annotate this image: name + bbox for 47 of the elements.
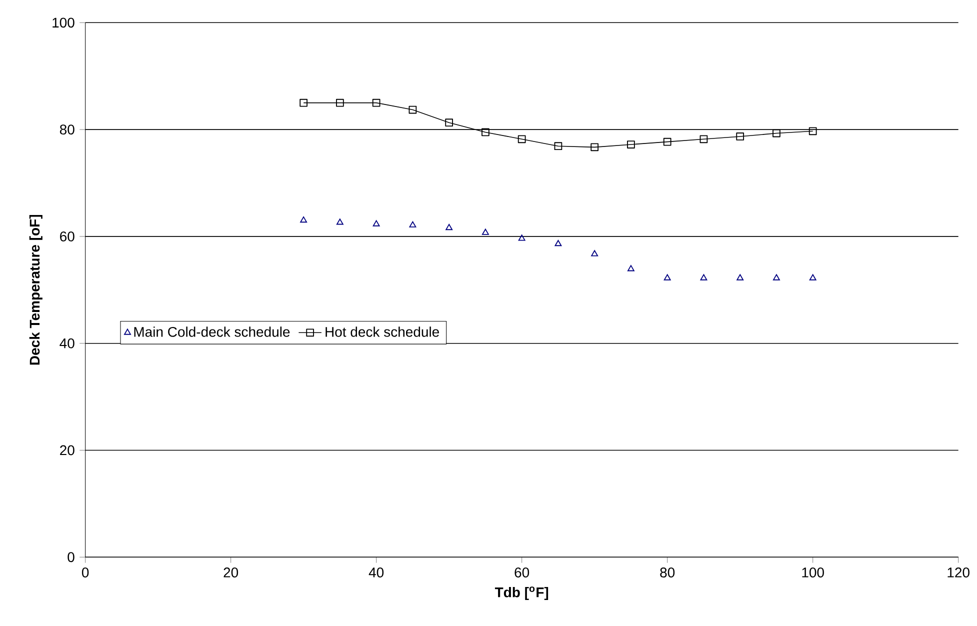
legend-label: Main Cold-deck schedule: [134, 326, 290, 337]
point: [772, 274, 780, 280]
x-tick-label: 60: [514, 567, 530, 578]
point: [336, 218, 344, 225]
point: [554, 240, 562, 246]
point: [408, 106, 417, 114]
point: [482, 128, 490, 136]
y-axis-title: Deck Temperature [oF]: [29, 214, 42, 364]
point: [518, 234, 526, 241]
point: [446, 224, 453, 230]
x-tick-label: 100: [802, 567, 824, 578]
x-tick-label: 40: [368, 567, 384, 578]
point: [554, 142, 562, 150]
point: [300, 98, 308, 107]
point: [482, 228, 489, 235]
point: [372, 220, 380, 226]
point: [336, 98, 344, 107]
point: [736, 132, 744, 140]
x-tick-label: 80: [660, 567, 675, 578]
point: [591, 250, 598, 256]
y-tick-label: 0: [68, 552, 74, 562]
point: [772, 129, 780, 137]
point: [372, 98, 380, 107]
x-tick-label: 120: [948, 567, 970, 578]
point: [663, 138, 672, 146]
point: [664, 274, 671, 280]
legend-label: Hot deck schedule: [326, 326, 439, 337]
point: [627, 264, 634, 272]
point: [809, 274, 816, 280]
y-tick-label: 80: [60, 124, 74, 134]
point: [590, 143, 599, 151]
point: [736, 274, 744, 280]
point: [700, 274, 708, 280]
y-tick-label: 60: [60, 231, 74, 242]
y-tick-label: 40: [60, 338, 74, 348]
point: [627, 140, 635, 148]
x-axis-title: Tdb [$^{o}$F]: [494, 586, 548, 600]
x-tick-label: 0: [82, 567, 89, 578]
point: [700, 135, 708, 143]
y-tick-label: 100: [52, 17, 74, 28]
y-tick-label: 20: [60, 445, 74, 455]
x-tick-label: 20: [224, 567, 238, 578]
point: [409, 221, 416, 228]
point: [300, 216, 308, 222]
point: [808, 126, 817, 135]
point: [445, 118, 454, 126]
point: [518, 135, 526, 143]
